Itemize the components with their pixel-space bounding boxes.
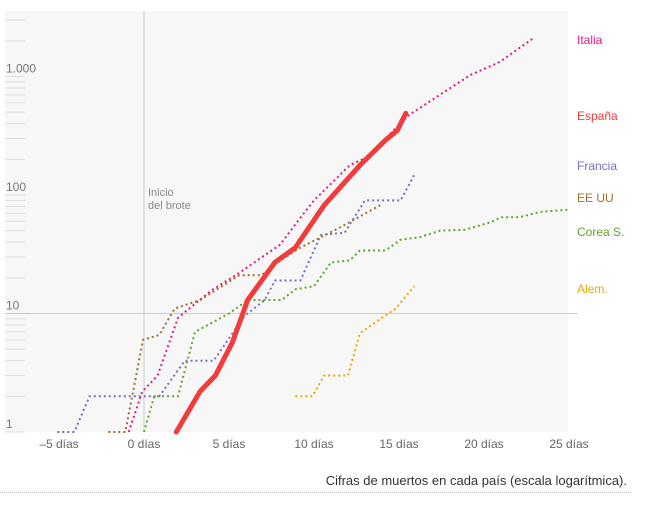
- legend-label-corea: Corea S.: [577, 225, 625, 239]
- x-tick-label: 10 días: [294, 437, 333, 451]
- legend-label-italia: Italia: [577, 33, 603, 47]
- x-tick-label: 15 días: [379, 437, 418, 451]
- series-line-corea-s-: [143, 208, 568, 433]
- annotation-text: Inicio: [148, 187, 174, 199]
- series-line-italia: [127, 37, 534, 433]
- divider: [0, 492, 631, 493]
- legend-label-alemania: Alem.: [577, 282, 608, 296]
- x-tick-label: 25 días: [549, 437, 588, 451]
- y-tick-label: 1.000: [6, 62, 36, 76]
- annotation-text: del brote: [148, 200, 191, 212]
- y-tick-label: 1: [6, 417, 13, 431]
- plot-background: [5, 11, 568, 432]
- series-line-alem-: [295, 285, 416, 398]
- legend-label-eeuu: EE UU: [577, 191, 614, 205]
- x-tick-label: 20 días: [464, 437, 503, 451]
- y-tick-label: 100: [6, 180, 26, 194]
- x-tick-label: –5 días: [39, 437, 78, 451]
- legend-label-francia: Francia: [577, 159, 618, 173]
- chart-caption: Cifras de muertos en cada país (escala l…: [325, 473, 627, 488]
- series-line-espa-a: [173, 110, 409, 435]
- legend-label-espana: España: [577, 109, 618, 123]
- series-line-francia: [57, 174, 416, 433]
- y-tick-label: 10: [6, 299, 20, 313]
- series-line-ee-uu: [108, 204, 381, 433]
- x-tick-label: 5 días: [213, 437, 246, 451]
- x-tick-label: 0 días: [128, 437, 161, 451]
